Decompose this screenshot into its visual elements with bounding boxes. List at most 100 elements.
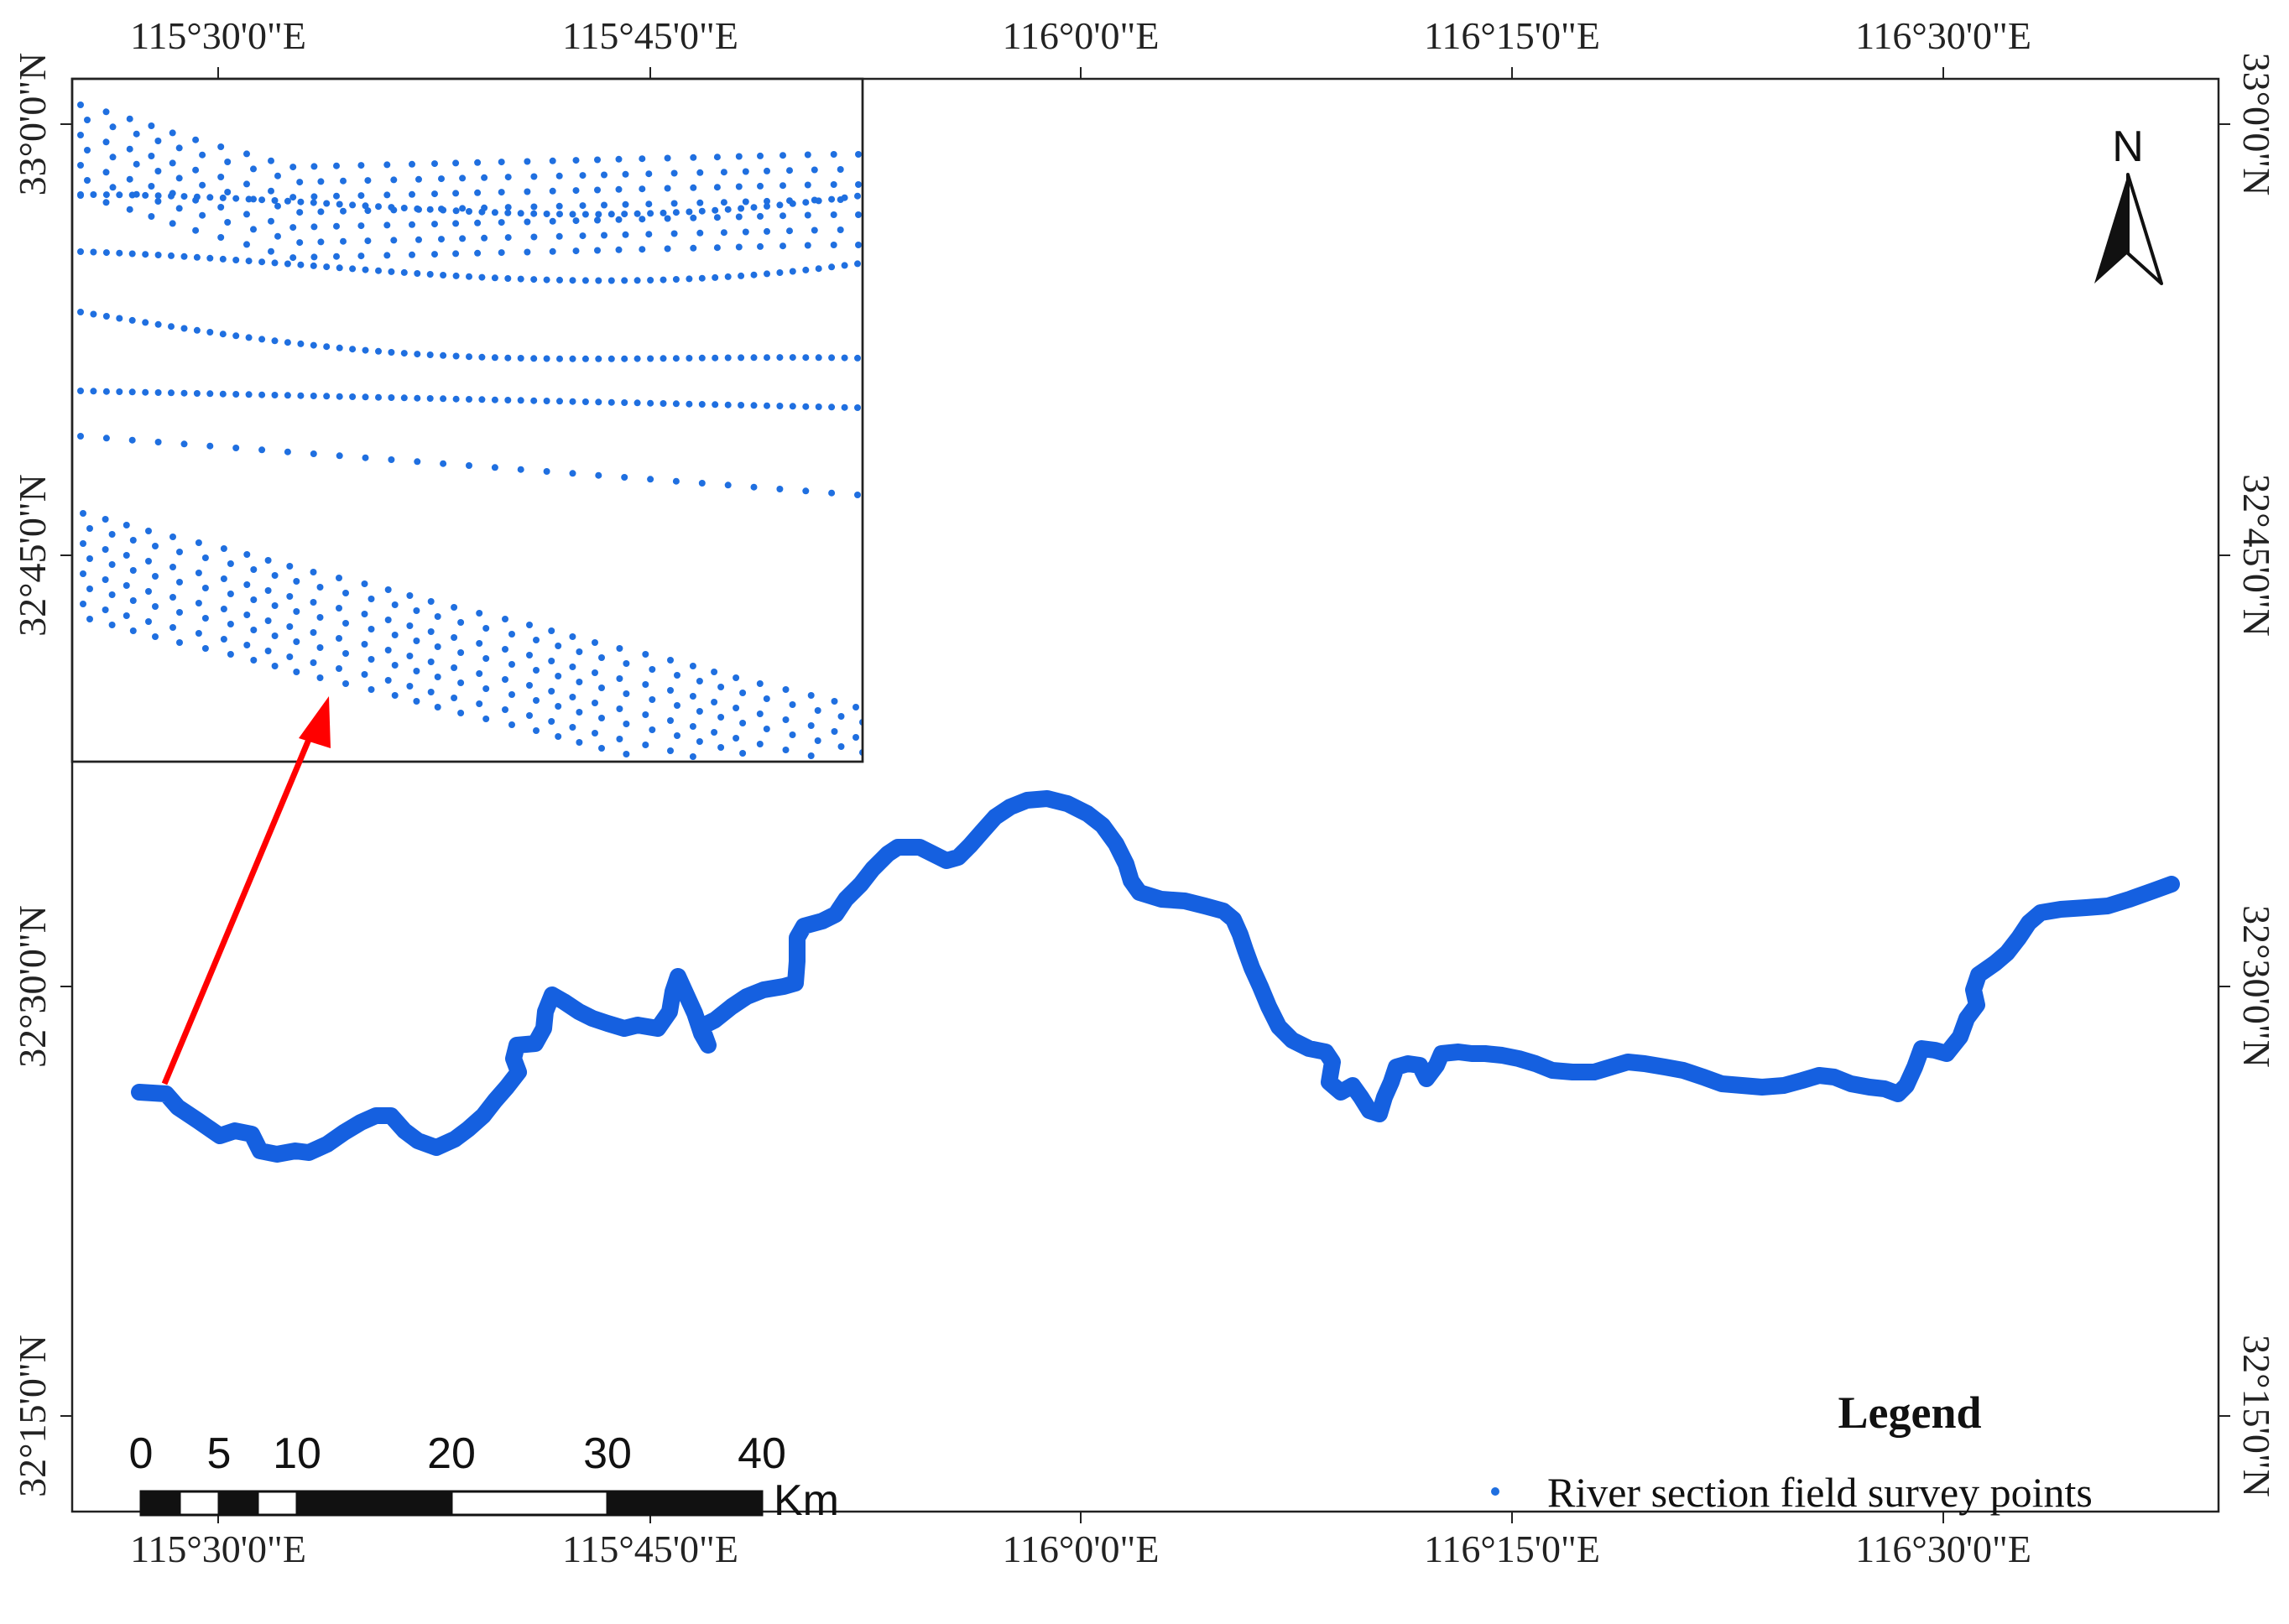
survey-point (217, 234, 225, 241)
survey-point (293, 669, 300, 675)
survey-point (623, 690, 630, 697)
survey-point (672, 477, 680, 485)
survey-point (193, 390, 201, 397)
survey-point (776, 403, 784, 409)
survey-point (756, 680, 764, 687)
survey-point (129, 627, 137, 634)
survey-point (391, 662, 399, 669)
survey-point (86, 525, 93, 532)
survey-point (201, 554, 209, 561)
survey-point (413, 638, 420, 644)
survey-point (672, 355, 680, 362)
survey-point (169, 159, 176, 167)
survey-point (686, 355, 693, 362)
survey-point (414, 205, 421, 212)
survey-point (622, 231, 629, 238)
survey-point (77, 132, 84, 138)
survey-point (735, 243, 743, 251)
survey-point (123, 582, 130, 589)
survey-point (830, 211, 837, 218)
survey-point (854, 260, 861, 268)
survey-point (776, 201, 784, 209)
survey-point (530, 233, 538, 241)
survey-point (607, 277, 615, 284)
survey-point (576, 739, 583, 746)
survey-point (180, 193, 188, 200)
survey-point (128, 388, 136, 396)
survey-point (524, 218, 531, 226)
survey-point (717, 714, 725, 721)
survey-point (219, 331, 227, 338)
survey-point (524, 248, 531, 256)
lon-label-top-1: 115°30'0"E (130, 14, 306, 57)
survey-point (297, 392, 305, 399)
survey-point (735, 213, 743, 221)
survey-point (388, 268, 395, 275)
survey-point (712, 206, 719, 214)
survey-point (789, 200, 796, 207)
survey-point (543, 468, 550, 475)
survey-point (548, 688, 555, 695)
survey-point (375, 393, 382, 401)
survey-point (340, 177, 347, 185)
survey-point (623, 751, 630, 757)
survey-point (696, 708, 703, 715)
survey-point (837, 226, 844, 233)
survey-point (258, 391, 266, 398)
survey-point (459, 205, 467, 212)
survey-point (77, 388, 84, 394)
survey-point (763, 695, 770, 702)
survey-point (434, 674, 441, 680)
survey-point (102, 606, 109, 613)
survey-point (526, 622, 533, 628)
survey-point (245, 195, 253, 203)
survey-point (598, 684, 605, 691)
survey-point (491, 354, 498, 362)
north-arrow: N (2094, 122, 2163, 285)
survey-point (296, 179, 304, 186)
survey-point (802, 266, 810, 273)
survey-point (711, 699, 718, 705)
survey-point (323, 200, 331, 207)
survey-point (764, 167, 770, 174)
survey-point (855, 151, 862, 158)
survey-point (738, 272, 745, 279)
survey-point (689, 723, 696, 730)
survey-point (431, 221, 438, 228)
survey-point (227, 591, 234, 597)
survey-point (601, 201, 607, 209)
survey-point (199, 211, 206, 219)
survey-point (102, 313, 110, 320)
survey-point (199, 181, 206, 189)
survey-point (286, 653, 294, 660)
survey-point (440, 395, 447, 403)
survey-point (148, 122, 155, 129)
survey-point (206, 390, 214, 398)
survey-point (220, 575, 227, 582)
survey-point (310, 262, 317, 269)
survey-point (782, 716, 790, 723)
survey-point (474, 189, 482, 196)
survey-point (168, 323, 175, 331)
scale-label-30: 30 (583, 1429, 632, 1478)
survey-point (451, 634, 458, 641)
survey-point (384, 586, 392, 593)
lon-label-bottom-2: 115°45'0"E (562, 1528, 738, 1570)
survey-point (336, 665, 342, 672)
survey-point (357, 222, 365, 230)
survey-point (286, 593, 294, 600)
survey-point (342, 680, 349, 687)
survey-point (271, 572, 279, 579)
survey-point (517, 275, 524, 283)
survey-point (384, 617, 392, 623)
survey-point (427, 598, 435, 605)
survey-point (616, 675, 623, 682)
survey-point (243, 150, 250, 158)
survey-point (814, 707, 821, 714)
survey-point (742, 168, 749, 175)
survey-point (77, 102, 84, 108)
scale-label-5: 5 (207, 1429, 232, 1478)
survey-point (169, 129, 176, 137)
survey-point (555, 232, 563, 240)
survey-point (336, 200, 343, 208)
